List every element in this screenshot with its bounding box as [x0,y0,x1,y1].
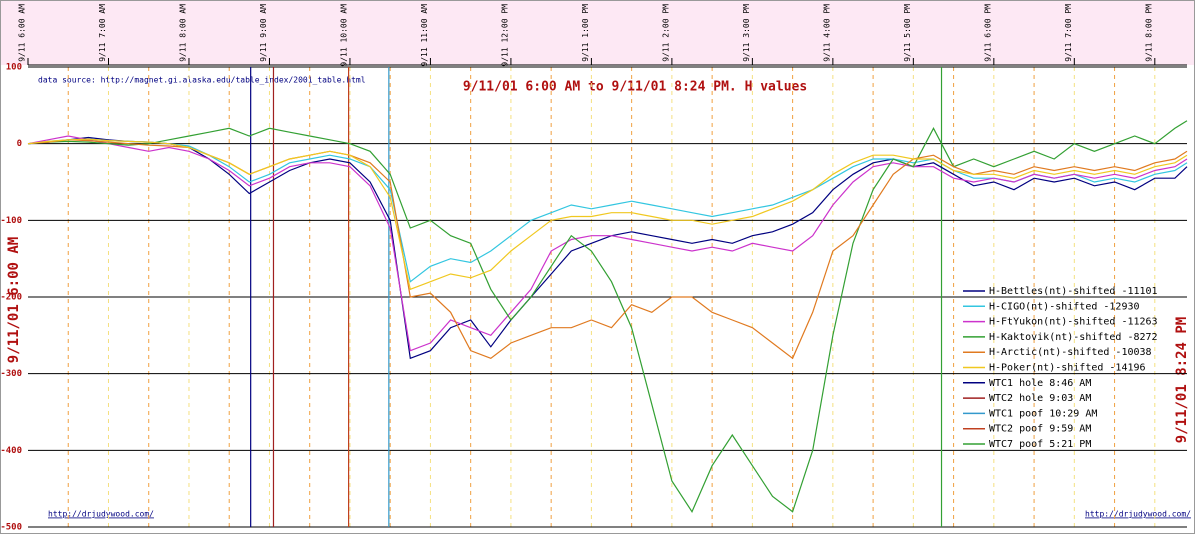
y-tick-label: -300 [0,369,22,379]
legend-series-label: H-Arctic(nt)-shifted -10038 [989,347,1152,358]
legend-series-label: H-FtYukon(nt)-shifted -11263 [989,317,1158,328]
y-tick-label: -500 [0,523,22,533]
source: data source: http://magnet.gi.alaska.edu… [38,76,366,85]
right-label: 9/11/01 8:24 PM [1174,317,1190,443]
x-tick-label: 9/11 12:00 PM [500,4,509,67]
x-tick-label: 9/11 6:00 AM [18,4,27,62]
legend-event-label: WTC1 hole 8:46 AM [989,378,1091,389]
x-tick-label: 9/11 1:00 PM [581,4,590,62]
footer-link[interactable]: http://drjudywood.com/ [1085,510,1191,519]
y-tick-label: -400 [0,446,22,456]
legend-series-label: H-CIGO(nt)-shifted -12930 [989,301,1140,312]
legend-series-label: H-Kaktovik(nt)-shifted -8272 [989,332,1158,343]
y-tick-label: 100 [6,63,22,73]
y-tick-label: -200 [0,293,22,303]
x-tick-label: 9/11 4:00 PM [822,4,831,62]
y-tick-label: 0 [17,139,22,149]
legend-event-label: WTC2 poof 9:59 AM [989,424,1091,435]
footer-link[interactable]: http://drjudywood.com/ [48,510,154,519]
legend-event-label: WTC1 poof 10:29 AM [989,408,1097,419]
x-tick-label: 9/11 7:00 AM [98,4,107,62]
x-tick-label: 9/11 6:00 PM [983,4,992,62]
x-tick-label: 9/11 7:00 PM [1064,4,1073,62]
x-tick-label: 9/11 11:00 AM [420,4,429,67]
x-tick-label: 9/11 5:00 PM [903,4,912,62]
series-line [27,138,1188,291]
legend-series-label: H-Poker(nt)-shifted -14196 [989,363,1146,374]
y-tick-label: -100 [0,216,22,226]
x-tick-label: 9/11 3:00 PM [742,4,751,62]
time-band [0,0,1195,65]
series-line [27,135,1188,352]
chart-title: 9/11/01 6:00 AM to 9/11/01 8:24 PM. H va… [463,80,807,95]
grid-layer [28,66,1187,528]
legend-series-label: H-Bettles(nt)-shifted -11101 [989,286,1158,297]
x-tick-label: 9/11 8:00 PM [1144,4,1153,62]
left-label: 9/11/01 6:00 AM [6,237,22,363]
x-tick-label: 9/11 8:00 AM [178,4,187,62]
legend-event-label: WTC2 hole 9:03 AM [989,393,1091,404]
legend-event-label: WTC7 poof 5:21 PM [989,439,1091,450]
x-tick-label: 9/11 10:00 AM [339,4,348,67]
series-line [27,120,1188,513]
x-tick-label: 9/11 2:00 PM [661,4,670,62]
x-tick-label: 9/11 9:00 AM [259,4,268,62]
series-line [27,138,1188,283]
